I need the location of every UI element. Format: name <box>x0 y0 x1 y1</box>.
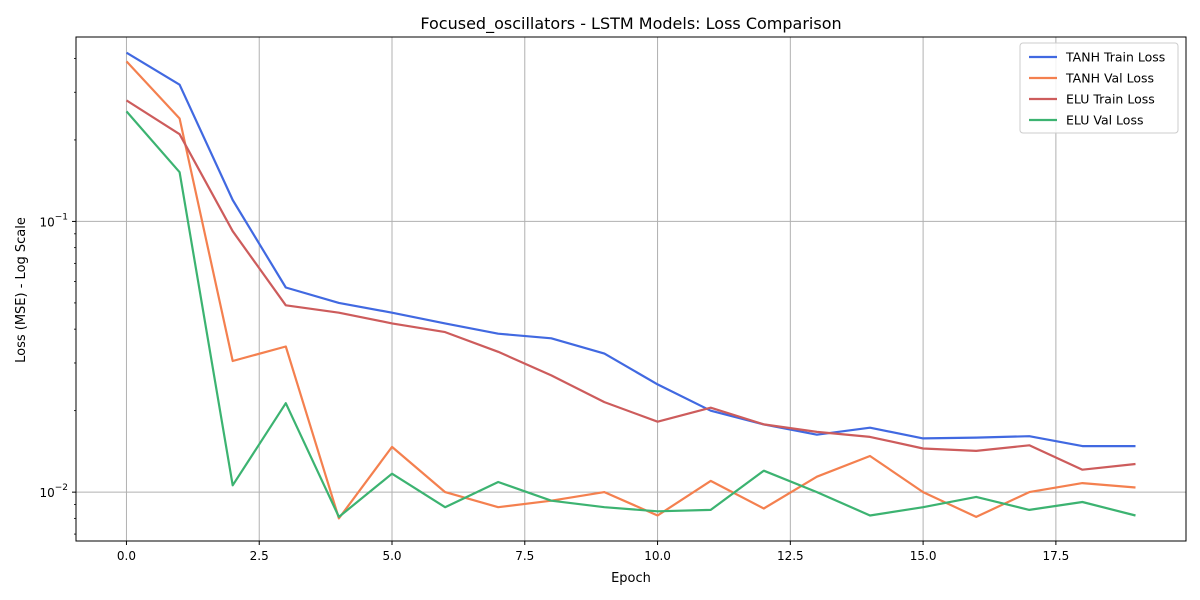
x-tick-label: 17.5 <box>1043 549 1070 563</box>
x-tick-label: 2.5 <box>250 549 269 563</box>
y-axis-label: Loss (MSE) - Log Scale <box>14 217 29 363</box>
legend-box <box>1019 42 1179 134</box>
x-tick-label: 12.5 <box>777 549 804 563</box>
chart-title: Focused_oscillators - LSTM Models: Loss … <box>420 14 841 34</box>
x-axis-ticks: 0.0 2.5 5.0 7.5 10.0 12.5 15.0 17.5 <box>117 541 1069 563</box>
x-tick-label: 5.0 <box>382 549 401 563</box>
series-line-tanh-train-loss <box>125 51 1136 448</box>
legend-label-elu-train-loss: ELU Train Loss <box>1066 92 1155 107</box>
x-tick-label: 15.0 <box>910 549 937 563</box>
x-tick-label: 0.0 <box>117 549 136 563</box>
legend-label-tanh-train-loss: TANH Train Loss <box>1065 50 1165 65</box>
series-line-elu-val-loss <box>125 110 1136 519</box>
series-line-elu-train-loss <box>125 99 1136 471</box>
x-tick-label: 10.0 <box>644 549 671 563</box>
series-lines <box>125 51 1136 520</box>
legend-label-tanh-val-loss: TANH Val Loss <box>1065 71 1154 86</box>
x-axis-label: Epoch <box>611 571 651 586</box>
x-tick-label: 7.5 <box>515 549 534 563</box>
plot-frame <box>75 36 1187 542</box>
series-line-tanh-val-loss <box>125 60 1136 520</box>
legend: TANH Train Loss TANH Val Loss ELU Train Lo… <box>1019 42 1179 134</box>
legend-label-elu-val-loss: ELU Val Loss <box>1066 113 1143 128</box>
